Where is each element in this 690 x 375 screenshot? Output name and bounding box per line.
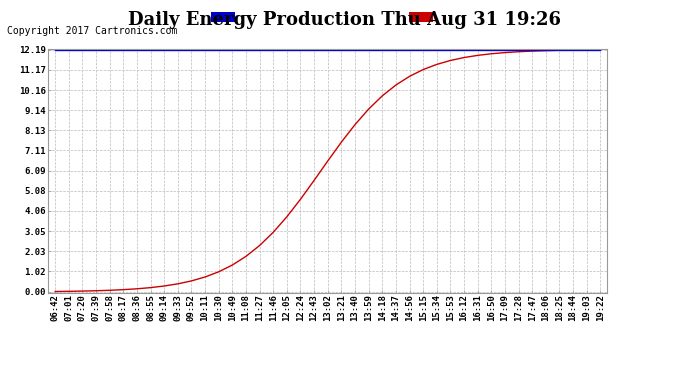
Text: Copyright 2017 Cartronics.com: Copyright 2017 Cartronics.com bbox=[7, 26, 177, 36]
Legend: Power Produced OffPeak  (kWh), Power Produced OnPeak  (kWh): Power Produced OffPeak (kWh), Power Prod… bbox=[209, 10, 602, 24]
Text: Daily Energy Production Thu Aug 31 19:26: Daily Energy Production Thu Aug 31 19:26 bbox=[128, 11, 562, 29]
